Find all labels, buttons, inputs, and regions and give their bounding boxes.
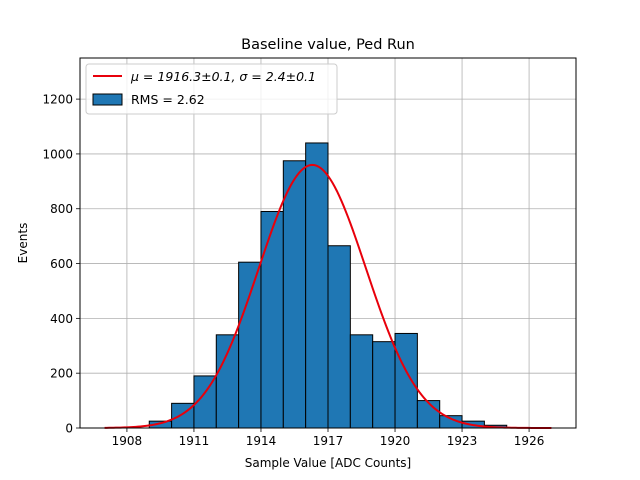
y-tick-label: 600 — [50, 257, 73, 271]
y-axis-label: Events — [16, 223, 30, 264]
histogram-bar — [260, 210, 284, 429]
legend-box — [85, 63, 338, 115]
histogram-bar — [327, 245, 351, 429]
gaussian-fit-line — [104, 163, 552, 429]
legend-histogram-label: RMS = 2.62 — [131, 92, 205, 107]
y-axis-ticks: 0 200 400 600 800 1000 1200 — [42, 93, 80, 436]
histogram-bar — [305, 142, 329, 429]
legend-fit-label: μ = 1916.3±0.1, σ = 2.4±0.1 — [130, 69, 316, 84]
histogram-bar — [416, 400, 441, 429]
histogram-bar — [349, 334, 374, 429]
histogram-bars — [148, 142, 508, 429]
y-tick-label: 0 — [65, 422, 73, 436]
x-tick-label: 1920 — [380, 434, 411, 448]
x-tick-label: 1926 — [514, 434, 545, 448]
y-tick-label: 200 — [50, 367, 73, 381]
y-tick-label: 800 — [50, 202, 73, 216]
x-tick-label: 1923 — [447, 434, 478, 448]
histogram-bar — [282, 160, 307, 429]
x-tick-label: 1908 — [112, 434, 143, 448]
x-tick-label: 1917 — [313, 434, 344, 448]
x-axis-label: Sample Value [ADC Counts] — [245, 456, 411, 470]
x-axis-ticks: 1908 1911 1914 1917 1920 1923 1926 — [112, 428, 545, 448]
histogram-bar — [372, 341, 396, 429]
histogram-bar — [238, 261, 262, 429]
y-tick-label: 1000 — [42, 147, 73, 161]
histogram-bar — [215, 334, 240, 429]
chart-title: Baseline value, Ped Run — [241, 37, 415, 53]
x-tick-label: 1911 — [179, 434, 210, 448]
y-tick-label: 400 — [50, 312, 73, 326]
x-tick-label: 1914 — [246, 434, 277, 448]
histogram-bar — [394, 332, 418, 429]
legend: μ = 1916.3±0.1, σ = 2.4±0.1 RMS = 2.62 — [85, 63, 338, 115]
legend-histogram-swatch — [92, 93, 123, 106]
y-tick-label: 1200 — [42, 93, 73, 107]
